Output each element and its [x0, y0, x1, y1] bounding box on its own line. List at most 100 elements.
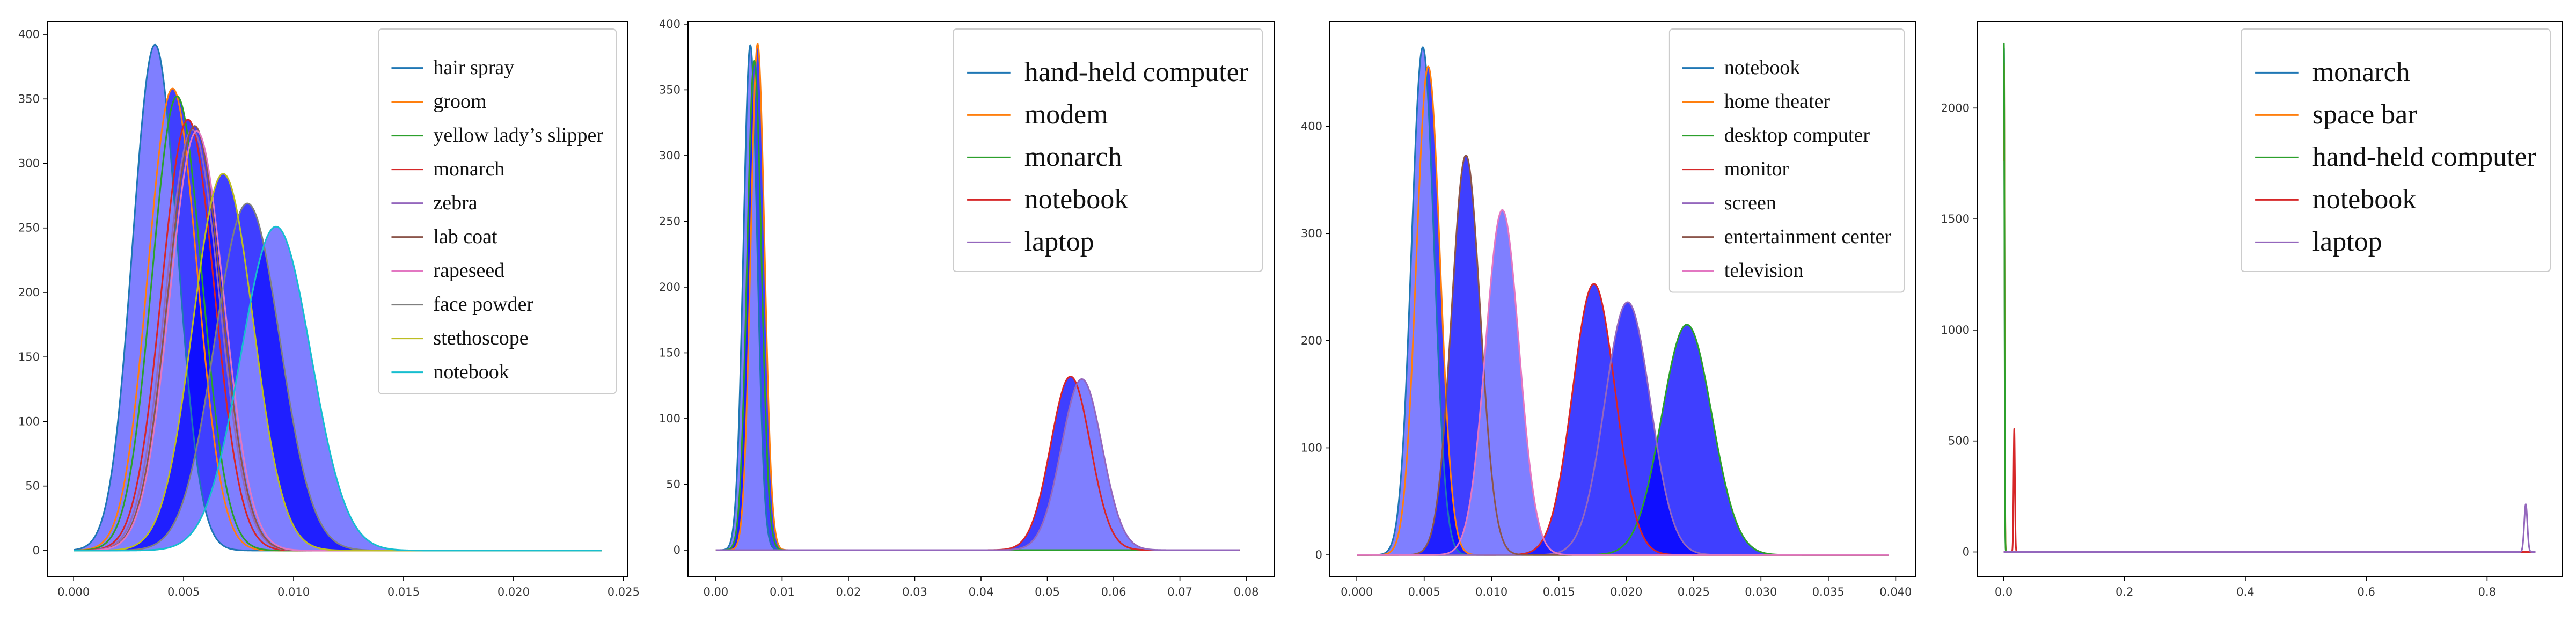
x-tick-label: 0.015: [387, 586, 420, 598]
y-tick-label: 300: [1301, 227, 1322, 240]
fill-between-4-5: [715, 376, 1240, 550]
y-tick-label: 300: [18, 157, 40, 170]
legend-label: stethoscope: [433, 327, 528, 349]
legend-label: laptop: [2312, 226, 2382, 257]
chart-panel-4: 0.0 0.2 0.4 0.6 0.8 0 500 1000 1500 2000 monarch sp…: [1941, 21, 2563, 598]
x-tick-label: 0.010: [1475, 586, 1507, 598]
y-tick-label: 1500: [1941, 213, 1970, 225]
x-tick-label: 0.4: [2236, 586, 2254, 598]
fill-between-3-4: [715, 61, 1240, 550]
legend-label: lab coat: [433, 225, 497, 248]
y-tick-label: 100: [18, 415, 40, 428]
axes-frame: [47, 21, 628, 577]
x-tick-label: 0.025: [608, 586, 640, 598]
y-tick-label: 500: [1948, 435, 1970, 448]
x-tick-label: 0.07: [1167, 586, 1192, 598]
x-tick-label: 0.000: [1341, 586, 1373, 598]
plot-area: [2003, 42, 2536, 553]
legend-label: hand-held computer: [2312, 142, 2536, 172]
x-tick-label: 0.04: [969, 586, 994, 598]
y-tick-label: 400: [18, 28, 40, 41]
series-line-5: [2003, 503, 2536, 553]
legend-label: monarch: [433, 158, 504, 180]
legend: hair spray groom yellow lady’s slipper mona…: [378, 28, 617, 394]
x-tick-label: 0.015: [1543, 586, 1575, 598]
y-tick-label: 0: [1963, 546, 1970, 559]
legend-box: [378, 28, 617, 394]
y-tick-label: 200: [659, 281, 680, 294]
y-tick-label: 250: [659, 215, 680, 228]
legend-label: hand-held computer: [1024, 57, 1248, 87]
series-line-4: [715, 376, 1240, 551]
axes-frame: [1329, 21, 1916, 577]
legend: notebook home theater desktop computer moni…: [1668, 28, 1905, 293]
y-tick-label: 50: [25, 480, 40, 493]
legend: monarch space bar hand-held computer notebo…: [2241, 28, 2551, 272]
x-tick-label: 0.2: [2116, 586, 2133, 598]
legend-label: laptop: [1024, 226, 1094, 257]
y-tick-label: 300: [659, 149, 680, 162]
chart-panel-1: 0.000 0.005 0.010 0.015 0.020 0.025 0 50 100 150 2…: [18, 21, 640, 598]
x-tick-label: 0.02: [836, 586, 861, 598]
x-tick-label: 0.040: [1879, 586, 1912, 598]
y-tick-label: 0: [33, 544, 40, 557]
legend-label: monitor: [1724, 158, 1789, 180]
y-tick-label: 1000: [1941, 324, 1970, 336]
legend-label: notebook: [1724, 56, 1800, 79]
y-tick-label: 350: [659, 83, 680, 96]
y-tick-label: 250: [18, 222, 40, 235]
legend-label: zebra: [433, 192, 477, 214]
x-tick-label: 0.000: [57, 586, 90, 598]
fill-between-9-10: [74, 173, 602, 551]
series-line-5: [715, 378, 1240, 551]
y-tick-label: 200: [1301, 334, 1322, 347]
legend-label: notebook: [1024, 184, 1129, 215]
y-tick-label: 50: [666, 478, 680, 491]
legend-label: notebook: [433, 361, 509, 383]
plot-area: [73, 43, 602, 552]
x-tick-label: 0.005: [167, 586, 200, 598]
y-tick-label: 350: [18, 92, 40, 105]
chart-panel-2: 0.00 0.01 0.02 0.03 0.04 0.05 0.06 0.07 0.08 0 50 1…: [659, 18, 1275, 598]
y-tick-label: 400: [1301, 120, 1322, 133]
x-tick-label: 0.010: [277, 586, 310, 598]
legend: hand-held computer modem monarch notebook la…: [953, 28, 1263, 272]
legend-label: space bar: [2312, 99, 2417, 130]
series-line-10: [73, 225, 602, 552]
y-tick-label: 150: [18, 350, 40, 363]
axes-frame: [1977, 21, 2563, 577]
legend-label: entertainment center: [1724, 225, 1892, 248]
x-tick-label: 0.06: [1101, 586, 1126, 598]
y-tick-label: 100: [659, 412, 680, 425]
x-tick-label: 0.00: [703, 586, 728, 598]
legend-box: [2241, 28, 2551, 272]
x-tick-label: 0.020: [1610, 586, 1642, 598]
y-tick-label: 0: [1315, 548, 1322, 561]
y-tick-label: 2000: [1941, 101, 1970, 114]
x-tick-label: 0.6: [2357, 586, 2375, 598]
x-tick-label: 0.005: [1408, 586, 1440, 598]
x-tick-label: 0.0: [1995, 586, 2012, 598]
y-tick-label: 0: [674, 544, 680, 557]
legend-label: rapeseed: [433, 259, 504, 282]
x-tick-label: 0.08: [1234, 586, 1259, 598]
legend-label: modem: [1024, 99, 1108, 130]
y-tick-label: 200: [18, 286, 40, 299]
legend-label: yellow lady’s slipper: [433, 124, 603, 147]
legend-label: desktop computer: [1724, 124, 1870, 147]
plot-area: [1356, 46, 1890, 556]
x-tick-label: 0.05: [1035, 586, 1060, 598]
x-tick-label: 0.035: [1812, 586, 1845, 598]
y-tick-label: 100: [1301, 441, 1322, 454]
plot-area: [715, 43, 1240, 551]
legend-label: face powder: [433, 293, 533, 316]
y-tick-label: 400: [659, 18, 680, 31]
x-tick-label: 0.020: [497, 586, 530, 598]
series-line-7: [1356, 209, 1890, 556]
legend-label: hair spray: [433, 56, 514, 79]
legend-label: television: [1724, 259, 1804, 282]
legend-label: notebook: [2312, 184, 2417, 215]
legend-label: screen: [1724, 192, 1776, 214]
x-tick-label: 0.8: [2478, 586, 2496, 598]
